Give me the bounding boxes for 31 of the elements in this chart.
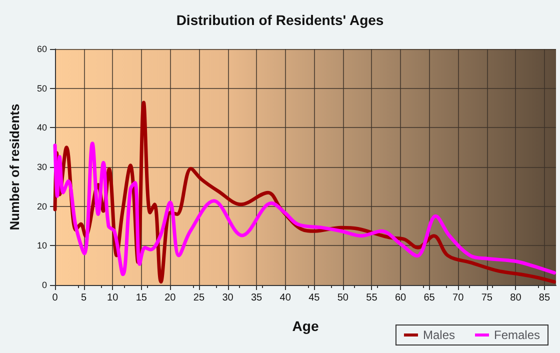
x-tick-label: 60 — [394, 292, 407, 304]
x-tick-label: 15 — [136, 292, 148, 304]
y-tick-label: 50 — [36, 83, 47, 94]
x-tick-label: 40 — [280, 292, 292, 304]
x-tick-label: 85 — [538, 292, 550, 304]
x-tick-label: 70 — [452, 292, 464, 304]
y-tick-label: 20 — [36, 201, 47, 212]
line-series — [53, 142, 556, 276]
x-axis-title: Age — [292, 318, 319, 334]
x-tick-label: 50 — [337, 292, 349, 304]
y-tick-label: 60 — [36, 44, 47, 54]
x-tick-label: 80 — [510, 292, 522, 304]
x-tick-label: 35 — [250, 292, 263, 304]
x-tick-label: 65 — [424, 292, 436, 304]
x-tick-label: 45 — [308, 292, 320, 304]
x-tick-label: 75 — [481, 292, 493, 304]
y-tick-label: 10 — [36, 240, 47, 251]
x-tick-label: 5 — [81, 292, 88, 304]
x-tick-label: 55 — [366, 292, 378, 304]
x-tick-label: 20 — [164, 292, 176, 304]
x-tick-label: 30 — [222, 292, 234, 304]
y-tick-label: 40 — [36, 122, 47, 133]
chart-title: Distribution of Residents' Ages — [176, 12, 384, 28]
y-axis-title: Number of residents — [7, 104, 22, 230]
x-tick-label: 10 — [107, 292, 119, 304]
legend-label: Males — [422, 328, 455, 342]
y-tick-label: 30 — [36, 162, 47, 172]
x-tick-label: 0 — [52, 292, 58, 304]
legend-label: Females — [494, 328, 540, 342]
x-tick-label: 25 — [193, 292, 205, 304]
y-tick-label: 0 — [42, 280, 47, 290]
